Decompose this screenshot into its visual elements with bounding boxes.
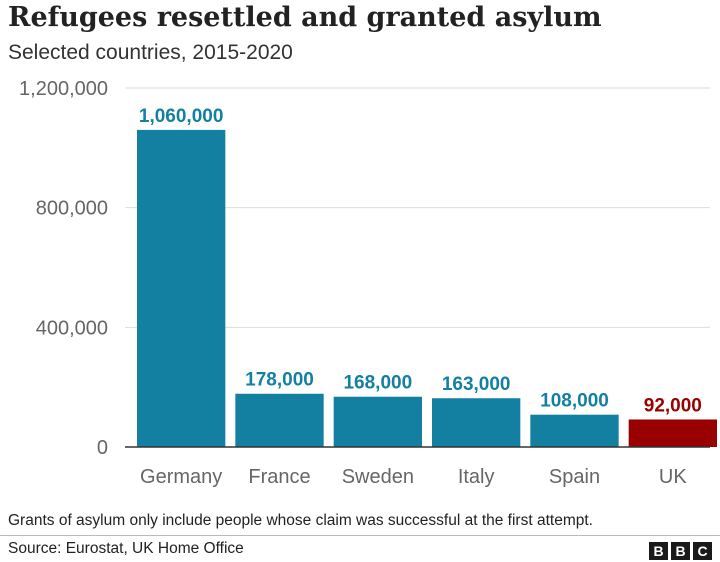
bar-france (235, 393, 324, 447)
source-text: Source: Eurostat, UK Home Office (8, 540, 244, 557)
x-tick-label: France (248, 466, 310, 488)
data-label: 92,000 (644, 395, 702, 416)
bar-sweden (333, 396, 422, 447)
footnote: Grants of asylum only include people who… (8, 512, 593, 529)
bbc-logo-letter-b2: B (671, 542, 690, 560)
bbc-logo-letter-c: C (693, 542, 712, 560)
bbc-logo-letter-b1: B (649, 542, 668, 560)
x-tick-label: Germany (140, 466, 222, 488)
y-tick-label: 1,200,000 (19, 78, 108, 100)
bar-italy (432, 398, 521, 447)
bbc-logo: B B C (649, 542, 712, 560)
bar-uk (628, 419, 717, 447)
data-label: 163,000 (442, 374, 511, 395)
chart-title: Refugees resettled and granted asylum (8, 2, 602, 33)
data-label: 108,000 (540, 391, 609, 412)
x-tick-label: Spain (549, 466, 600, 488)
data-label: 178,000 (245, 370, 314, 391)
bar-chart: 0 400,000 800,000 1,200,000 1,060,000 Germany… (19, 78, 717, 488)
x-tick-label: Sweden (342, 466, 414, 488)
bar-spain (530, 414, 619, 447)
chart-subtitle: Selected countries, 2015-2020 (8, 41, 293, 64)
x-tick-label: Italy (458, 466, 495, 488)
bar-germany (137, 129, 226, 447)
data-label: 168,000 (343, 373, 412, 394)
y-tick-label: 400,000 (36, 317, 108, 339)
y-tick-label: 800,000 (36, 198, 108, 220)
x-tick-label: UK (659, 466, 687, 488)
y-tick-label: 0 (97, 437, 108, 459)
data-label: 1,060,000 (139, 106, 224, 127)
footer-divider (0, 535, 720, 536)
